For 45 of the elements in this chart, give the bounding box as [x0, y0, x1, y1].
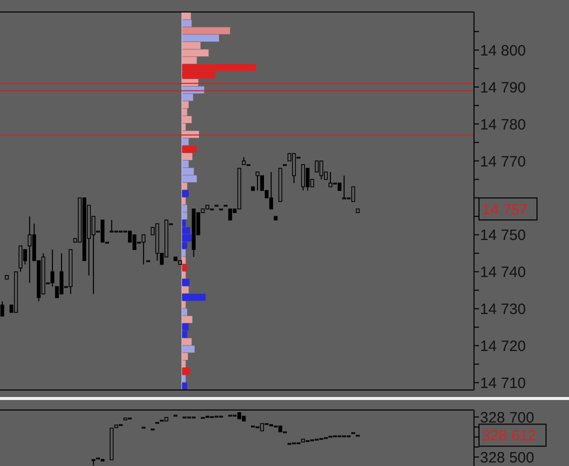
bar [182, 346, 195, 353]
bar [182, 264, 188, 272]
candlestick [228, 208, 232, 220]
text: 14 757 [482, 201, 528, 218]
bar [182, 272, 186, 279]
bar [182, 294, 206, 301]
bar [182, 12, 191, 20]
y-tick-label: 328 700 [480, 409, 534, 426]
bar [182, 138, 189, 146]
bar [182, 34, 219, 42]
bar [182, 316, 192, 323]
y-tick-label: 14 720 [480, 338, 526, 356]
y-tick-label: 14 790 [480, 79, 526, 96]
bar [182, 153, 192, 160]
bar [182, 197, 186, 205]
y-tick-label: 14 780 [480, 116, 526, 134]
candlestick [342, 175, 346, 200]
bar [182, 256, 186, 264]
bar [182, 278, 190, 286]
candlestick [314, 160, 319, 172]
text: 328 612 [482, 428, 536, 445]
bar [182, 338, 192, 346]
bar [182, 375, 186, 382]
y-tick-label: 14 770 [480, 153, 526, 170]
y-tick-label: 14 750 [480, 227, 526, 244]
y-tick-label: 14 730 [480, 301, 526, 318]
bar [182, 301, 186, 308]
y-tick-label: 328 500 [480, 449, 534, 466]
bar [182, 308, 188, 316]
candlestick [28, 216, 32, 284]
bar [182, 382, 188, 390]
bar [182, 146, 197, 153]
y-tick-label: 14 800 [480, 42, 526, 60]
y-tick-label: 14 740 [480, 264, 526, 282]
bar [182, 20, 192, 27]
bar [182, 182, 188, 190]
bar [182, 286, 189, 294]
bar [182, 190, 189, 198]
candlestick [0, 300, 4, 317]
bar [182, 368, 190, 375]
candlestick [351, 186, 356, 202]
bar [182, 249, 186, 256]
bar [182, 27, 230, 34]
candlestick [110, 220, 114, 233]
y-tick-label: 14 710 [480, 375, 526, 392]
